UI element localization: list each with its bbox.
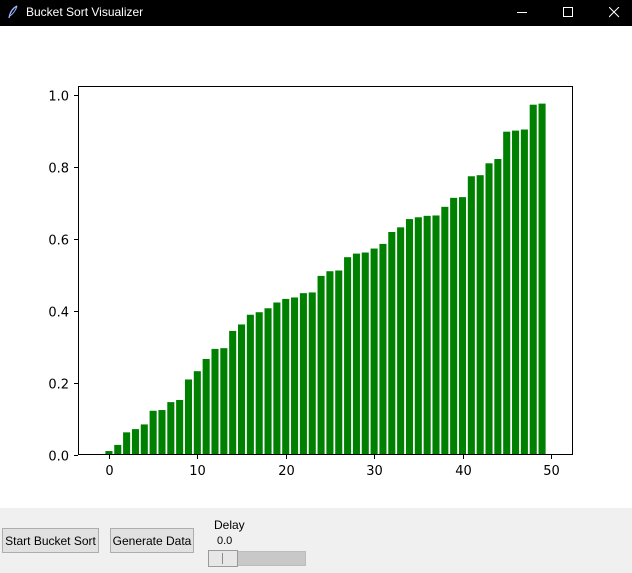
y-tick-label: 0.8 <box>48 162 69 177</box>
bar <box>423 215 431 455</box>
bar <box>167 402 175 455</box>
bar <box>467 176 475 455</box>
bar <box>397 227 405 455</box>
delay-slider-thumb[interactable] <box>208 550 238 567</box>
y-tick-label: 0.0 <box>48 450 69 465</box>
bar <box>476 175 484 455</box>
bar <box>458 197 467 455</box>
bar <box>202 358 210 455</box>
close-icon <box>609 7 620 18</box>
bar <box>264 308 272 455</box>
bar <box>352 253 360 455</box>
y-tick-label: 0.2 <box>48 378 69 393</box>
bar <box>255 312 263 455</box>
bar <box>246 314 254 455</box>
bar <box>220 348 228 455</box>
window-title: Bucket Sort Visualizer <box>26 5 144 19</box>
bar <box>512 130 520 455</box>
bar <box>123 432 131 455</box>
bar <box>503 131 511 455</box>
bar <box>158 410 166 455</box>
bar <box>237 324 246 455</box>
y-tick-label: 1.0 <box>48 90 69 105</box>
bar <box>494 159 502 455</box>
bar <box>432 215 440 455</box>
bar <box>405 219 414 455</box>
minimize-button[interactable] <box>500 0 544 26</box>
bar <box>149 410 157 455</box>
plot-canvas: 0 10 20 30 40 50 0.0 0.2 0.4 0.6 0.8 1.0 <box>0 26 632 508</box>
x-tick-label: 50 <box>543 464 560 479</box>
bar <box>361 252 369 455</box>
x-tick-label: 10 <box>189 464 206 479</box>
bar <box>520 129 528 455</box>
bar <box>131 429 139 455</box>
bar <box>273 302 281 455</box>
x-tick-label: 40 <box>455 464 472 479</box>
bar <box>176 399 184 455</box>
bar <box>282 298 290 455</box>
bar <box>450 197 458 455</box>
close-button[interactable] <box>592 0 632 26</box>
x-tick-label: 30 <box>366 464 383 479</box>
bar <box>538 103 546 456</box>
bar <box>317 275 325 455</box>
bar <box>193 371 201 455</box>
bar <box>105 451 113 455</box>
bar <box>370 248 378 455</box>
bar <box>229 330 237 455</box>
bar-chart: 0 10 20 30 40 50 0.0 0.2 0.4 0.6 0.8 1.0 <box>48 86 573 479</box>
maximize-button[interactable] <box>546 0 590 26</box>
x-tick-label: 0 <box>105 464 113 479</box>
bar <box>184 379 193 455</box>
bar <box>414 217 422 455</box>
delay-value: 0.0 <box>217 535 233 547</box>
bar <box>308 292 316 455</box>
bar <box>379 243 387 455</box>
y-tick-label: 0.6 <box>48 234 69 249</box>
y-tick-label: 0.4 <box>48 306 69 321</box>
title-bar: Bucket Sort Visualizer <box>0 0 632 26</box>
bar <box>344 257 352 455</box>
bar <box>211 348 219 455</box>
delay-label: Delay <box>214 518 245 532</box>
bar <box>388 232 396 455</box>
bar <box>441 206 449 455</box>
minimize-icon <box>517 12 527 13</box>
bar <box>291 297 299 455</box>
feather-icon <box>8 5 18 19</box>
bar <box>335 270 343 455</box>
maximize-icon <box>563 7 573 17</box>
start-bucket-sort-button[interactable]: Start Bucket Sort <box>2 528 99 553</box>
x-tick-label: 20 <box>278 464 295 479</box>
bar <box>299 293 307 455</box>
bar <box>529 104 537 455</box>
bar <box>485 163 493 455</box>
bar <box>140 424 148 455</box>
plot-frame <box>78 86 573 455</box>
control-panel: Start Bucket Sort Generate Data Delay 0.… <box>0 508 632 573</box>
bar <box>326 271 334 455</box>
bar <box>114 444 122 455</box>
generate-data-button[interactable]: Generate Data <box>110 528 194 553</box>
